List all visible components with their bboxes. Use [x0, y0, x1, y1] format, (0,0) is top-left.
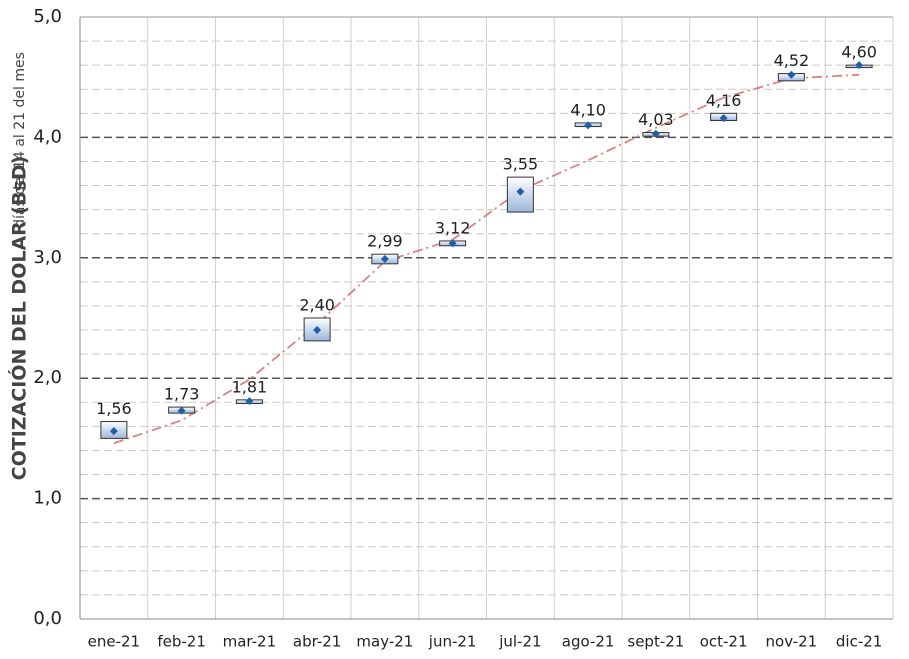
mean-marker [651, 129, 660, 138]
mean-marker [787, 70, 796, 79]
mean-marker [855, 61, 864, 70]
y-tick-label: 2,0 [33, 367, 62, 388]
data-label: 4,10 [570, 100, 606, 119]
y-tick-label: 0,0 [33, 608, 62, 629]
y-tick-label: 1,0 [33, 488, 62, 509]
data-label: 4,16 [706, 91, 742, 110]
data-label: 2,40 [299, 296, 335, 315]
mean-marker [584, 121, 593, 130]
mean-marker [380, 255, 389, 264]
mean-marker [719, 114, 728, 123]
mean-marker [313, 326, 322, 335]
data-label: 1,73 [164, 385, 200, 404]
x-tick-label: dic-21 [836, 633, 882, 651]
y-axis-subtitle: días del 14 al 21 del mes [12, 52, 28, 228]
data-label: 3,12 [435, 218, 471, 237]
data-label: 4,03 [638, 110, 674, 129]
data-label: 4,60 [841, 43, 877, 62]
mean-marker [109, 427, 118, 436]
x-tick-label: oct-21 [700, 633, 748, 651]
mean-marker [448, 239, 457, 248]
x-tick-label: ene-21 [88, 633, 140, 651]
x-tick-label: jul-21 [498, 633, 541, 651]
data-label: 3,55 [503, 155, 539, 174]
x-tick-label: sept-21 [627, 633, 684, 651]
trend-line [113, 73, 860, 445]
mean-marker [177, 406, 186, 415]
x-tick-label: jun-21 [428, 633, 477, 651]
x-tick-label: nov-21 [766, 633, 818, 651]
mean-marker [245, 397, 254, 406]
data-label: 1,56 [96, 399, 132, 418]
data-label: 2,99 [367, 232, 403, 251]
data-label: 1,81 [232, 377, 268, 396]
x-tick-label: ago-21 [562, 633, 615, 651]
mean-marker [516, 187, 525, 196]
y-tick-label: 5,0 [33, 6, 62, 27]
x-tick-label: may-21 [356, 633, 413, 651]
x-tick-label: abr-21 [293, 633, 341, 651]
y-tick-label: 3,0 [33, 247, 62, 268]
data-label: 4,52 [774, 51, 810, 70]
x-tick-label: feb-21 [157, 633, 206, 651]
y-axis-title: COTIZACIÓN DEL DOLAR (BsD) [7, 156, 31, 481]
y-tick-label: 4,0 [33, 126, 62, 147]
x-tick-label: mar-21 [223, 633, 277, 651]
